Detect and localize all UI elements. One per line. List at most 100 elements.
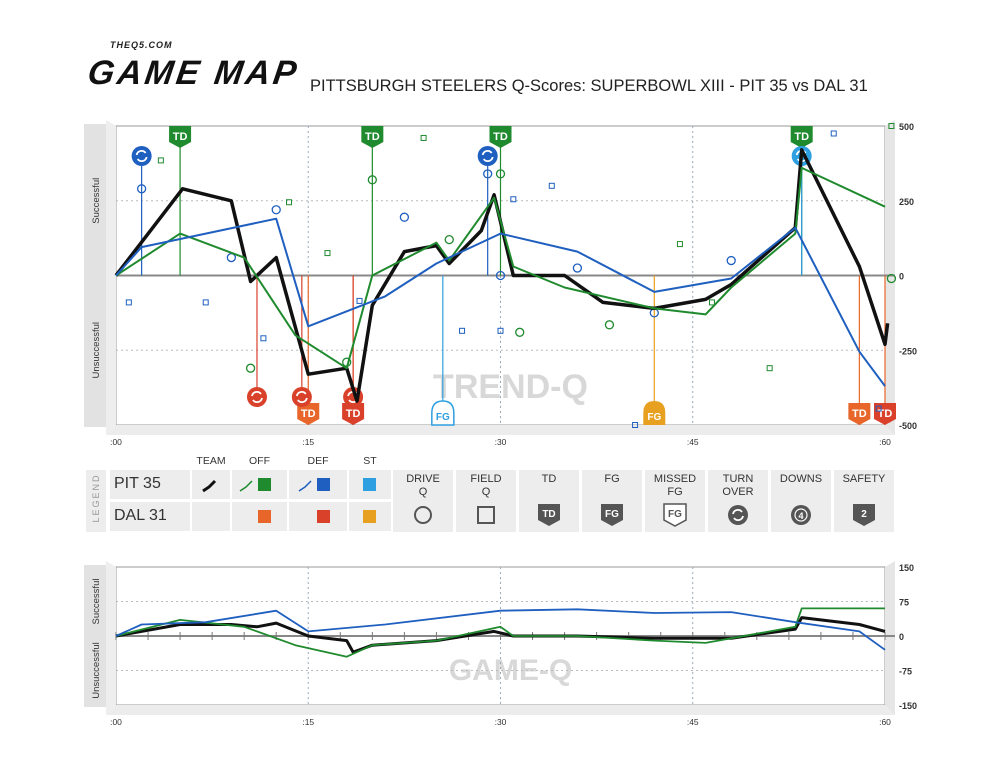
pit-st-swatch bbox=[363, 478, 376, 491]
pit-def-line-swatch bbox=[298, 480, 312, 492]
field-q-point bbox=[548, 182, 555, 189]
x-tick-label: :60 bbox=[879, 437, 891, 447]
dal-def-swatch bbox=[317, 510, 330, 523]
shield-glyph: FG bbox=[668, 509, 682, 520]
downs-icon: 4 bbox=[791, 505, 811, 525]
turnover-icon-arrows bbox=[295, 391, 308, 403]
field-q-point bbox=[125, 299, 132, 306]
y-label-unsuccessful: Unsuccessful bbox=[91, 322, 102, 379]
shield-shape bbox=[853, 504, 875, 526]
fg-marker-label: FG bbox=[647, 412, 661, 423]
x-tick-label: :15 bbox=[302, 717, 314, 727]
shield-shape bbox=[663, 503, 687, 527]
side-label-panel bbox=[84, 565, 106, 707]
td-marker-dal-label: TD bbox=[878, 408, 893, 420]
turnover-icon bbox=[291, 387, 312, 407]
field-q-point bbox=[324, 250, 331, 257]
legend-symbol-cell bbox=[456, 470, 516, 532]
field-q-point bbox=[260, 335, 267, 342]
y-label-successful: Successful bbox=[91, 579, 102, 625]
pit-def-swatch bbox=[317, 478, 330, 491]
td-shield-icon: TD bbox=[538, 504, 560, 526]
fg-shield-icon: FG bbox=[601, 504, 623, 526]
turnover-icon bbox=[246, 387, 267, 407]
fg-marker bbox=[643, 401, 666, 425]
legend-symbol-label2: Q bbox=[418, 486, 428, 498]
turnover-icon-arrows bbox=[251, 391, 263, 403]
drive-q-point bbox=[495, 270, 506, 281]
td-marker-pit-label: TD bbox=[794, 131, 809, 143]
turnover-icon bbox=[477, 146, 498, 166]
td-marker-dal bbox=[848, 403, 871, 425]
td-marker-pit bbox=[489, 126, 512, 148]
y-tick-label: 250 bbox=[899, 197, 914, 207]
legend-symbol-label2: OVER bbox=[722, 486, 754, 498]
plot-right-wall bbox=[885, 561, 895, 715]
turnover-icon bbox=[728, 505, 748, 525]
drive-q-point bbox=[399, 212, 410, 222]
series-line-pit_off bbox=[115, 607, 885, 658]
series-line-pit_def bbox=[115, 608, 886, 651]
td-marker-dal-label: TD bbox=[301, 408, 316, 420]
drive-q-point bbox=[495, 169, 506, 179]
trend-q-chart: TREND-Q Successful Unsuccessful 500 250 0 -250… bbox=[84, 120, 917, 450]
x-tick-label: :00 bbox=[110, 717, 122, 727]
drive-q-point bbox=[886, 273, 897, 284]
legend-symbol-label: TURN bbox=[722, 473, 754, 485]
drive-q-point bbox=[444, 234, 454, 245]
shield-glyph: FG bbox=[605, 509, 619, 520]
drive-q-point bbox=[245, 363, 256, 373]
legend-swatch-cell bbox=[192, 502, 230, 531]
shield-shape bbox=[538, 504, 560, 526]
legend-symbol-label: DRIVE bbox=[406, 473, 440, 485]
plot-left-wall bbox=[106, 561, 116, 715]
game-q-chart: GAME-QSuccessfulUnsuccessful150750-75-15… bbox=[84, 561, 917, 727]
series-line-pit_off bbox=[115, 166, 886, 370]
y-tick-label: 500 bbox=[899, 122, 914, 132]
x-tick-label: :45 bbox=[687, 717, 699, 727]
x-tick-label: :60 bbox=[879, 717, 891, 727]
shield-glyph: TD bbox=[542, 509, 555, 520]
y-tick-label: -500 bbox=[899, 421, 917, 431]
y-tick-label: 0 bbox=[899, 632, 904, 642]
drive-q-point bbox=[604, 320, 615, 330]
dal-st-swatch bbox=[363, 510, 376, 523]
td-marker-pit bbox=[361, 126, 384, 148]
circle-icon bbox=[414, 506, 432, 524]
field-q-point bbox=[632, 422, 639, 428]
fg-marker-label: FG bbox=[436, 412, 450, 423]
legend-label-panel bbox=[86, 470, 106, 532]
turnover-icon-arrows bbox=[135, 150, 148, 162]
chart-title: PITTSBURGH STEELERS Q-Scores: SUPERBOWL … bbox=[310, 77, 868, 95]
field-q-point bbox=[356, 297, 363, 304]
td-marker-pit-label: TD bbox=[493, 131, 508, 143]
drive-q-point bbox=[515, 327, 525, 337]
drive-q-point bbox=[726, 255, 736, 266]
plot-right-wall bbox=[885, 120, 895, 435]
drive-q-point bbox=[483, 169, 493, 179]
y-label-successful: Successful bbox=[91, 178, 102, 224]
legend-col-head: ST bbox=[363, 455, 377, 467]
brand-logo: GAME MAP bbox=[85, 54, 302, 92]
legend: LEGEND PIT 35 DAL 31 TEAM OFF DEF ST DRIVE Q FIEL… bbox=[86, 455, 906, 535]
plot-floor bbox=[106, 425, 895, 435]
shield-shape bbox=[601, 504, 623, 526]
safety-shield-icon: 2 bbox=[853, 504, 875, 526]
pit-off-line-swatch bbox=[239, 480, 253, 492]
team-line-swatch bbox=[202, 479, 217, 493]
td-marker-pit bbox=[790, 126, 813, 148]
field-q-point bbox=[875, 405, 882, 412]
legend-col-head: OFF bbox=[249, 455, 270, 467]
drive-q-point bbox=[271, 205, 281, 215]
x-tick-label: :45 bbox=[687, 437, 699, 447]
td-marker-dal bbox=[342, 403, 365, 425]
legend-symbol-label: FIELD bbox=[470, 473, 502, 485]
downs-shape bbox=[791, 505, 811, 525]
turnover-icon bbox=[131, 146, 152, 166]
circle-shape bbox=[414, 506, 432, 524]
plot-floor bbox=[106, 705, 895, 715]
td-marker-pit-label: TD bbox=[173, 131, 188, 143]
legend-symbol-label: FG bbox=[604, 473, 620, 485]
turnover-icon-arrows bbox=[481, 150, 494, 162]
field-q-point bbox=[830, 130, 837, 137]
